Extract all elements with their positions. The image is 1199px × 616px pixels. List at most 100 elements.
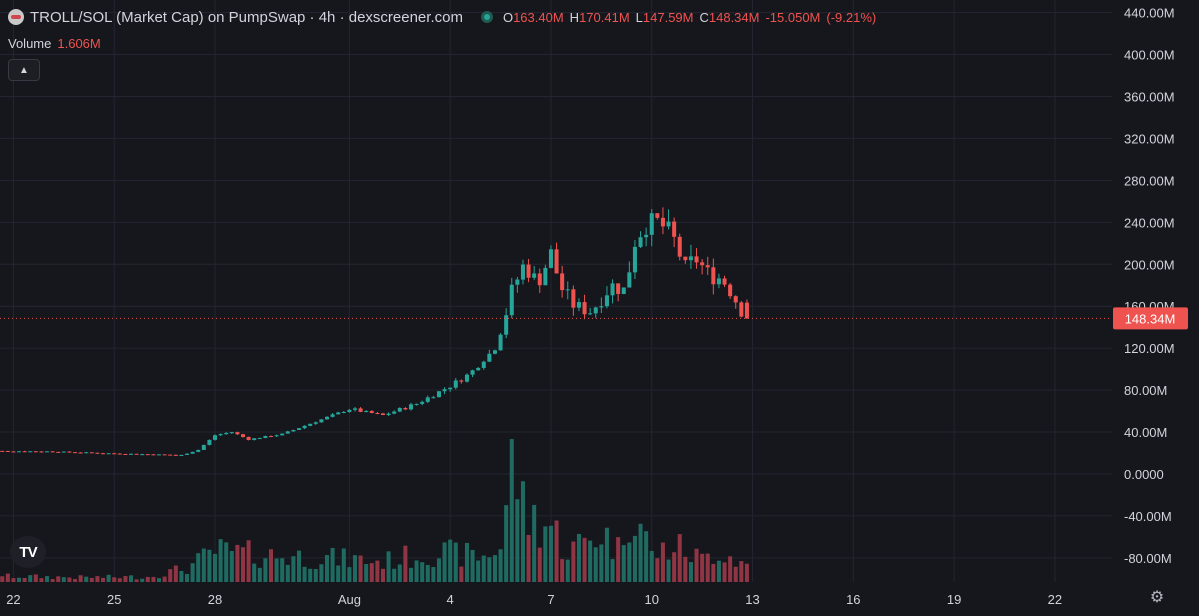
volume-bar: [515, 499, 520, 582]
candle: [106, 453, 111, 455]
volume-bar: [487, 557, 492, 582]
candle: [554, 242, 559, 274]
candle: [341, 410, 346, 414]
candle: [268, 435, 274, 438]
x-tick-label: 25: [107, 592, 121, 607]
candle: [196, 449, 201, 453]
candle-body: [655, 213, 660, 218]
candle-body: [582, 302, 587, 315]
volume-bar: [123, 576, 128, 582]
candle: [520, 259, 525, 285]
candle-body: [414, 403, 419, 405]
candle-body: [151, 454, 156, 456]
candle-body: [588, 313, 593, 315]
candle: [302, 425, 307, 430]
volume-bar: [554, 520, 559, 582]
x-tick-label: 28: [208, 592, 222, 607]
candle: [61, 451, 66, 453]
candle-body: [145, 454, 150, 456]
volume-bar: [672, 552, 677, 582]
candle-body: [504, 315, 509, 335]
x-tick-label: 7: [547, 592, 554, 607]
candle: [442, 387, 447, 395]
candle-body: [492, 350, 497, 354]
candle: [56, 451, 61, 453]
candle: [291, 429, 296, 432]
candle-body: [649, 213, 654, 235]
candle-body: [532, 273, 537, 278]
volume-bar: [644, 531, 649, 582]
candle: [45, 451, 50, 453]
volume-bar: [700, 553, 705, 582]
volume-bar: [274, 558, 279, 582]
candle: [117, 453, 122, 455]
volume-bar: [705, 553, 710, 582]
candle: [644, 227, 649, 247]
volume-value: 1.606M: [57, 36, 101, 51]
collapse-legend-button[interactable]: ▲: [8, 59, 40, 81]
candle-body: [252, 438, 257, 441]
candle: [280, 433, 285, 436]
ohlc-change: -15.050M: [765, 9, 821, 25]
candle-body: [722, 278, 727, 285]
candle: [84, 451, 89, 454]
x-tick-label: 10: [645, 592, 659, 607]
volume-bar: [599, 544, 604, 582]
candle-body: [509, 284, 514, 316]
candle: [229, 432, 234, 434]
volume-bar: [739, 561, 744, 582]
candle-body: [571, 289, 576, 308]
candle-body: [739, 302, 744, 317]
volume-bar: [224, 542, 229, 582]
ohlc-high: H170.41M: [569, 9, 630, 25]
volume-bar: [157, 578, 162, 582]
candle-body: [498, 334, 503, 351]
candle-body: [50, 451, 55, 453]
chart-legend: TROLL/SOL (Market Cap) on PumpSwap · 4h …: [8, 7, 876, 27]
candle-body: [291, 429, 296, 432]
x-tick-label: 16: [846, 592, 860, 607]
volume-bar: [464, 542, 469, 582]
y-tick-label: 320.00M: [1124, 131, 1175, 146]
candle: [604, 286, 609, 309]
candle: [129, 453, 134, 455]
last-price-label: 148.34M: [1125, 311, 1176, 326]
candle-body: [616, 283, 621, 294]
volume-bar: [201, 548, 206, 582]
volume-bar: [0, 576, 5, 582]
candle: [0, 450, 5, 452]
candle-body: [218, 434, 223, 436]
candle-body: [694, 256, 699, 263]
gear-icon[interactable]: ⚙: [1149, 589, 1165, 606]
volume-bar: [73, 579, 78, 582]
candle-body: [576, 302, 581, 308]
candle-body: [375, 413, 380, 415]
volume-bar: [106, 574, 111, 582]
candle-body: [560, 273, 565, 291]
candle: [621, 287, 626, 295]
tradingview-logo[interactable]: TV: [10, 536, 46, 568]
candle-body: [0, 450, 5, 452]
candle-body: [688, 256, 693, 261]
candle-body: [302, 425, 307, 429]
volume-bar: [207, 549, 212, 582]
volume-bar: [347, 567, 352, 582]
candle: [207, 439, 212, 446]
candle: [95, 452, 100, 454]
candle-body: [672, 221, 677, 237]
candle-body: [173, 454, 178, 456]
candle: [380, 412, 386, 416]
candle: [683, 256, 688, 264]
volume-bar: [257, 567, 262, 582]
candle: [263, 435, 268, 439]
volume-bar: [22, 577, 27, 582]
candle-body: [683, 256, 688, 261]
candle-body: [627, 272, 632, 288]
volume-bar: [571, 541, 576, 582]
candle: [347, 409, 352, 413]
volume-bar: [56, 576, 61, 582]
candle-body: [184, 453, 190, 455]
candle-body: [431, 397, 436, 399]
